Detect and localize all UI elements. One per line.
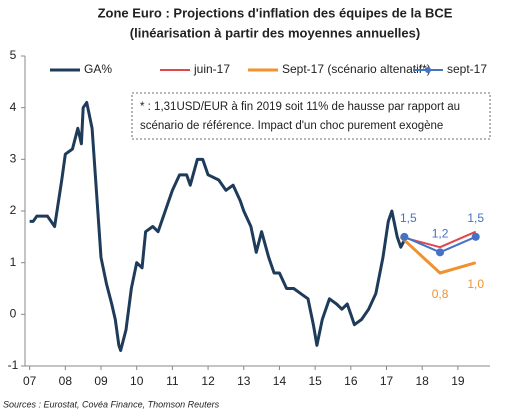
data-label: 1,2 <box>432 227 449 241</box>
data-label: 1,0 <box>467 277 484 291</box>
marker <box>471 232 480 241</box>
y-tick-label: -1 <box>8 358 19 372</box>
x-tick-label: 10 <box>130 374 144 388</box>
chart-subtitle: (linéarisation à partir des moyennes ann… <box>130 25 420 40</box>
x-tick-label: 07 <box>23 374 37 388</box>
data-label: 0,8 <box>432 287 449 301</box>
annotation: * : 1,31USD/EUR à fin 2019 soit 11% de h… <box>140 101 460 113</box>
source: Sources : Eurostat, Covéa Finance, Thoms… <box>3 399 220 409</box>
annotation-box <box>131 92 491 140</box>
legend-label: juin-17 <box>193 62 230 76</box>
marker <box>400 232 409 241</box>
x-tick-label: 15 <box>308 374 322 388</box>
y-tick-label: 0 <box>10 307 17 321</box>
legend-marker <box>425 67 431 73</box>
x-tick-label: 17 <box>380 374 394 388</box>
marker <box>436 248 445 257</box>
x-tick-label: 14 <box>273 374 287 388</box>
y-tick-label: 5 <box>10 48 17 62</box>
x-tick-label: 13 <box>237 374 251 388</box>
x-tick-label: 09 <box>94 374 108 388</box>
annotation: scénario de référence. Impact d'un choc … <box>140 120 443 132</box>
chart-title: Zone Euro : Projections d'inflation des … <box>98 5 453 20</box>
x-tick-label: 08 <box>59 374 73 388</box>
x-tick-label: 18 <box>416 374 430 388</box>
y-tick-label: 4 <box>10 100 17 114</box>
y-tick-label: 1 <box>10 255 17 269</box>
line <box>29 101 408 352</box>
y-tick-label: 3 <box>10 152 17 166</box>
y-tick-label: 2 <box>10 203 17 217</box>
data-label: 1,5 <box>467 211 484 225</box>
x-tick-label: 11 <box>166 374 179 388</box>
x-tick-label: 19 <box>451 374 465 388</box>
x-tick-label: 16 <box>344 374 358 388</box>
legend-label: GA% <box>84 62 112 76</box>
line <box>399 235 477 275</box>
legend-label: Sept-17 (scénario altenatif*) <box>282 62 431 76</box>
data-label: 1,5 <box>400 211 417 225</box>
x-tick-label: 12 <box>201 374 215 388</box>
legend-label: sept-17 <box>447 62 487 76</box>
